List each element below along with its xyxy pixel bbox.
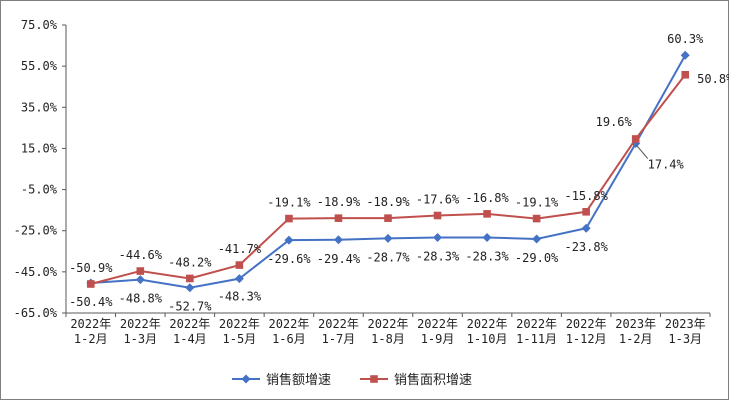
- data-label-sales-area: -19.1%: [515, 196, 559, 210]
- data-label-sales-area: -41.7%: [218, 242, 262, 256]
- data-label-sales-amount: -29.4%: [317, 252, 361, 266]
- data-point-sales-area: [681, 70, 690, 79]
- data-point-sales-amount: [383, 233, 393, 243]
- data-point-sales-area: [136, 267, 145, 275]
- legend-marker-square: [370, 375, 378, 383]
- data-point-sales-area: [384, 214, 392, 222]
- data-label-sales-amount: 60.3%: [667, 32, 704, 46]
- data-label-sales-area: -18.9%: [366, 195, 410, 209]
- data-point-sales-amount: [185, 283, 195, 293]
- y-tick-label: 55.0%: [21, 59, 58, 73]
- x-tick-label: 2023年 1-3月: [665, 317, 706, 346]
- data-label-sales-amount: -23.8%: [564, 240, 608, 254]
- x-tick-label: 2022年 1-4月: [169, 317, 210, 346]
- data-point-sales-area: [235, 261, 244, 269]
- legend-label-sales-area: 销售面积增速: [394, 372, 472, 388]
- legend-marker-diamond: [241, 374, 251, 384]
- y-tick-label: -5.0%: [21, 183, 58, 197]
- data-label-sales-area: 50.8%: [697, 72, 729, 86]
- data-label-sales-area: -15.8%: [564, 189, 608, 203]
- x-tick-label: 2022年 1-6月: [268, 317, 309, 346]
- data-point-sales-amount: [581, 223, 591, 233]
- y-tick-label: 15.0%: [21, 141, 58, 155]
- data-label-sales-amount: -52.7%: [168, 300, 212, 314]
- y-tick-label: 35.0%: [21, 100, 58, 114]
- data-label-sales-amount: -28.3%: [416, 250, 460, 264]
- y-tick-label: -45.0%: [14, 265, 58, 279]
- data-label-sales-area: -18.9%: [317, 195, 361, 209]
- data-label-sales-amount: -28.3%: [465, 250, 509, 264]
- x-tick-label: 2022年 1-9月: [417, 317, 458, 346]
- legend-label-sales-amount: 销售额增速: [266, 372, 331, 388]
- x-tick-label: 2022年 1-5月: [219, 317, 260, 346]
- data-point-sales-area: [483, 210, 491, 218]
- y-tick-label: -65.0%: [14, 306, 58, 320]
- data-label-sales-amount: -29.0%: [515, 251, 559, 265]
- data-point-sales-area: [86, 280, 95, 288]
- data-point-sales-area: [285, 214, 293, 223]
- x-tick-label: 2022年 1-3月: [120, 317, 161, 346]
- x-tick-label: 2022年 1-11月: [516, 317, 557, 346]
- data-point-sales-amount: [482, 233, 492, 243]
- x-tick-label: 2023年 1-2月: [615, 317, 656, 346]
- data-label-sales-area: -50.9%: [69, 261, 113, 275]
- data-label-sales-amount: 17.4%: [648, 157, 685, 171]
- data-point-sales-amount: [532, 234, 542, 244]
- data-point-sales-area: [631, 135, 640, 143]
- data-label-sales-amount: -48.8%: [119, 292, 163, 306]
- x-tick-label: 2022年 1-8月: [368, 317, 409, 346]
- data-label-sales-area: 19.6%: [596, 115, 633, 129]
- data-label-sales-area: -44.6%: [119, 248, 163, 262]
- data-point-sales-area: [433, 211, 442, 220]
- x-tick-label: 2022年 1-10月: [467, 317, 508, 346]
- data-point-sales-amount: [284, 235, 294, 245]
- data-label-sales-amount: -28.7%: [366, 250, 410, 264]
- data-point-sales-area: [532, 214, 541, 223]
- data-point-sales-amount: [234, 274, 244, 284]
- data-label-sales-area: -17.6%: [416, 192, 460, 206]
- data-point-sales-amount: [433, 233, 443, 243]
- data-label-sales-area: -19.1%: [267, 196, 311, 210]
- data-point-sales-amount: [135, 275, 145, 285]
- data-label-sales-amount: -50.4%: [69, 295, 113, 309]
- data-point-sales-area: [582, 207, 590, 216]
- x-tick-label: 2022年 1-7月: [318, 317, 359, 346]
- x-tick-label: 2022年 1-12月: [566, 317, 607, 346]
- data-point-sales-amount: [333, 235, 343, 245]
- data-point-sales-amount: [680, 50, 690, 60]
- data-point-sales-area: [186, 274, 194, 283]
- data-label-sales-amount: -48.3%: [218, 290, 262, 304]
- data-label-sales-amount: -29.6%: [267, 252, 311, 266]
- data-point-sales-area: [334, 214, 343, 222]
- y-tick-label: 75.0%: [21, 18, 58, 32]
- x-tick-label: 2022年 1-2月: [70, 317, 111, 346]
- data-label-sales-area: -16.8%: [465, 191, 509, 205]
- data-label-sales-area: -48.2%: [168, 255, 212, 269]
- y-tick-label: -25.0%: [14, 224, 58, 238]
- leader-line: [636, 145, 649, 159]
